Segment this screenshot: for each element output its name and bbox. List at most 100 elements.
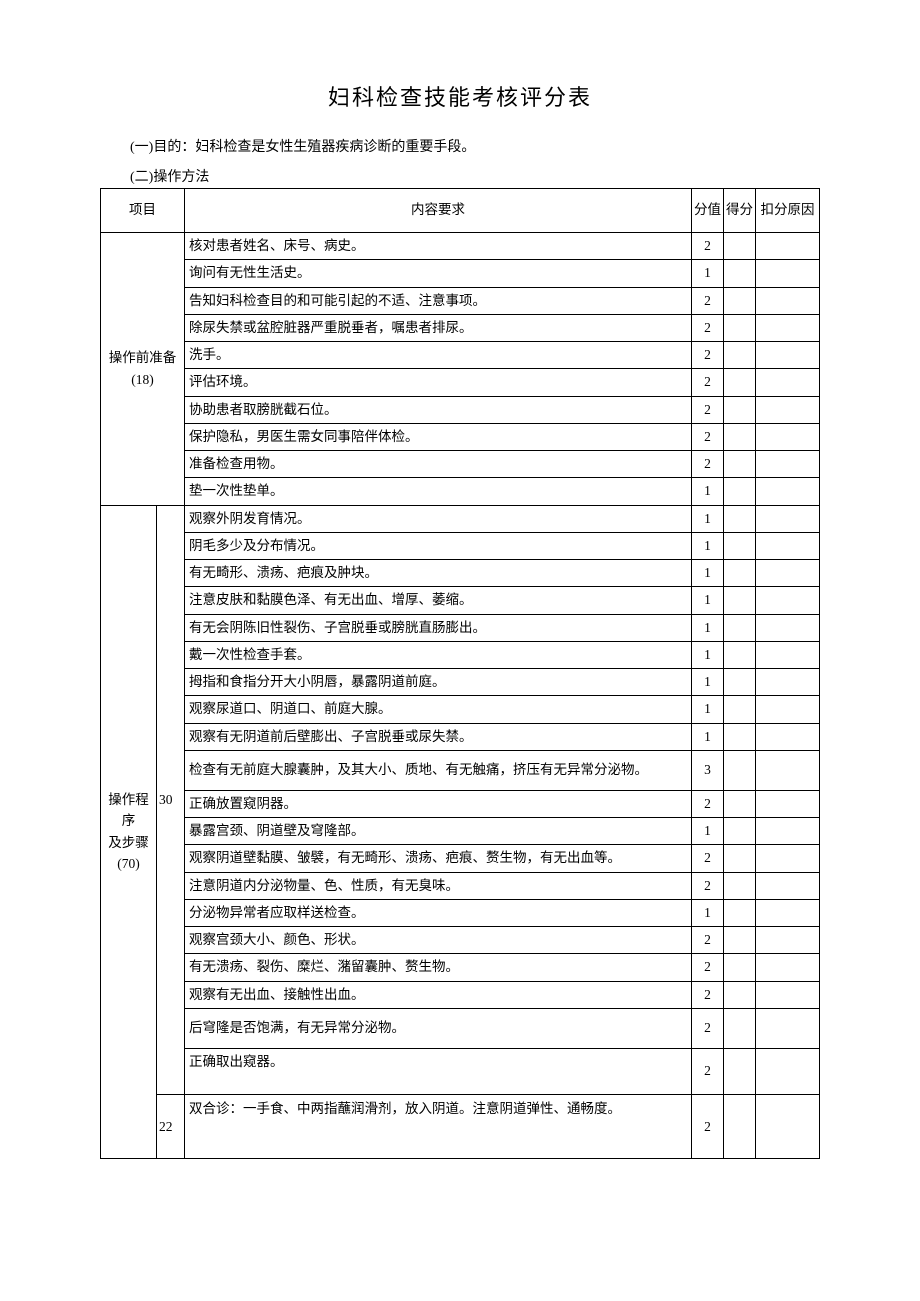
- reason-cell: [756, 723, 820, 750]
- table-row: 评估环境。2: [101, 369, 820, 396]
- got-cell: [724, 981, 756, 1008]
- table-row: 协助患者取膀胱截石位。2: [101, 396, 820, 423]
- score-cell: 2: [692, 872, 724, 899]
- page-title: 妇科检查技能考核评分表: [100, 80, 820, 112]
- content-cell: 正确取出窥器。: [185, 1048, 692, 1094]
- got-cell: [724, 1095, 756, 1159]
- table-row: 戴一次性检查手套。1: [101, 641, 820, 668]
- table-row: 有无溃疡、裂伤、糜烂、潴留囊肿、赘生物。2: [101, 954, 820, 981]
- reason-cell: [756, 1008, 820, 1048]
- score-cell: 1: [692, 696, 724, 723]
- reason-cell: [756, 233, 820, 260]
- score-cell: 1: [692, 641, 724, 668]
- got-cell: [724, 669, 756, 696]
- content-cell: 除尿失禁或盆腔脏器严重脱垂者，嘱患者排尿。: [185, 314, 692, 341]
- content-cell: 询问有无性生活史。: [185, 260, 692, 287]
- got-cell: [724, 423, 756, 450]
- table-row: 后穹隆是否饱满，有无异常分泌物。2: [101, 1008, 820, 1048]
- reason-cell: [756, 696, 820, 723]
- content-cell: 观察外阴发育情况。: [185, 505, 692, 532]
- content-cell: 准备检查用物。: [185, 451, 692, 478]
- purpose-text: (一)目的：妇科检查是女性生殖器疾病诊断的重要手段。: [130, 136, 820, 156]
- got-cell: [724, 369, 756, 396]
- item-cell: 操作前准备(18): [101, 233, 185, 506]
- reason-cell: [756, 750, 820, 790]
- table-row: 垫一次性垫单。1: [101, 478, 820, 505]
- table-row: 保护隐私，男医生需女同事陪伴体检。2: [101, 423, 820, 450]
- content-cell: 分泌物异常者应取样送检查。: [185, 899, 692, 926]
- content-cell: 协助患者取膀胱截石位。: [185, 396, 692, 423]
- got-cell: [724, 614, 756, 641]
- header-got: 得分: [724, 189, 756, 233]
- reason-cell: [756, 342, 820, 369]
- score-cell: 2: [692, 927, 724, 954]
- content-cell: 洗手。: [185, 342, 692, 369]
- score-cell: 2: [692, 790, 724, 817]
- got-cell: [724, 560, 756, 587]
- sub-cell: 30: [157, 505, 185, 1095]
- score-cell: 2: [692, 233, 724, 260]
- score-cell: 1: [692, 818, 724, 845]
- score-cell: 2: [692, 1095, 724, 1159]
- got-cell: [724, 954, 756, 981]
- got-cell: [724, 696, 756, 723]
- got-cell: [724, 587, 756, 614]
- table-row: 注意阴道内分泌物量、色、性质，有无臭味。2: [101, 872, 820, 899]
- table-row: 观察尿道口、阴道口、前庭大腺。1: [101, 696, 820, 723]
- got-cell: [724, 1048, 756, 1094]
- table-row: 观察阴道壁黏膜、皱襞，有无畸形、溃疡、疤痕、赘生物，有无出血等。2: [101, 845, 820, 872]
- reason-cell: [756, 954, 820, 981]
- got-cell: [724, 790, 756, 817]
- reason-cell: [756, 614, 820, 641]
- table-row: 告知妇科检查目的和可能引起的不适、注意事项。2: [101, 287, 820, 314]
- table-row: 注意皮肤和黏膜色泽、有无出血、增厚、萎缩。1: [101, 587, 820, 614]
- reason-cell: [756, 505, 820, 532]
- table-row: 阴毛多少及分布情况。1: [101, 532, 820, 559]
- content-cell: 核对患者姓名、床号、病史。: [185, 233, 692, 260]
- score-cell: 2: [692, 845, 724, 872]
- got-cell: [724, 233, 756, 260]
- score-cell: 2: [692, 396, 724, 423]
- reason-cell: [756, 669, 820, 696]
- table-row: 22双合诊：一手食、中两指蘸润滑剂，放入阴道。注意阴道弹性、通畅度。2: [101, 1095, 820, 1159]
- got-cell: [724, 396, 756, 423]
- content-cell: 暴露宫颈、阴道壁及穹隆部。: [185, 818, 692, 845]
- reason-cell: [756, 478, 820, 505]
- table-row: 准备检查用物。2: [101, 451, 820, 478]
- table-body: 操作前准备(18)核对患者姓名、床号、病史。2询问有无性生活史。1告知妇科检查目…: [101, 233, 820, 1159]
- sub-cell: 22: [157, 1095, 185, 1159]
- score-cell: 2: [692, 451, 724, 478]
- score-cell: 1: [692, 669, 724, 696]
- item-cell: 操作程序及步骤(70): [101, 505, 157, 1159]
- reason-cell: [756, 532, 820, 559]
- content-cell: 垫一次性垫单。: [185, 478, 692, 505]
- reason-cell: [756, 872, 820, 899]
- reason-cell: [756, 899, 820, 926]
- reason-cell: [756, 641, 820, 668]
- score-table: 项目 内容要求 分值 得分 扣分原因 操作前准备(18)核对患者姓名、床号、病史…: [100, 188, 820, 1159]
- got-cell: [724, 818, 756, 845]
- content-cell: 检查有无前庭大腺囊肿，及其大小、质地、有无触痛，挤压有无异常分泌物。: [185, 750, 692, 790]
- table-row: 操作程序及步骤(70)30观察外阴发育情况。1: [101, 505, 820, 532]
- content-cell: 戴一次性检查手套。: [185, 641, 692, 668]
- got-cell: [724, 872, 756, 899]
- score-cell: 2: [692, 981, 724, 1008]
- score-cell: 1: [692, 723, 724, 750]
- table-row: 有无会阴陈旧性裂伤、子宫脱垂或膀胱直肠膨出。1: [101, 614, 820, 641]
- got-cell: [724, 287, 756, 314]
- reason-cell: [756, 260, 820, 287]
- table-row: 暴露宫颈、阴道壁及穹隆部。1: [101, 818, 820, 845]
- content-cell: 观察有无出血、接触性出血。: [185, 981, 692, 1008]
- score-cell: 1: [692, 532, 724, 559]
- score-cell: 2: [692, 342, 724, 369]
- content-cell: 阴毛多少及分布情况。: [185, 532, 692, 559]
- got-cell: [724, 478, 756, 505]
- reason-cell: [756, 845, 820, 872]
- got-cell: [724, 342, 756, 369]
- reason-cell: [756, 1095, 820, 1159]
- content-cell: 注意皮肤和黏膜色泽、有无出血、增厚、萎缩。: [185, 587, 692, 614]
- content-cell: 观察尿道口、阴道口、前庭大腺。: [185, 696, 692, 723]
- score-cell: 3: [692, 750, 724, 790]
- table-row: 操作前准备(18)核对患者姓名、床号、病史。2: [101, 233, 820, 260]
- got-cell: [724, 750, 756, 790]
